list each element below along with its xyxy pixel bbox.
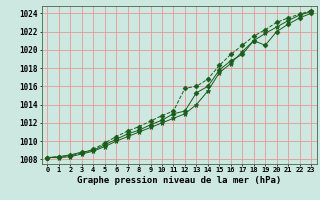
X-axis label: Graphe pression niveau de la mer (hPa): Graphe pression niveau de la mer (hPa) [77, 176, 281, 185]
